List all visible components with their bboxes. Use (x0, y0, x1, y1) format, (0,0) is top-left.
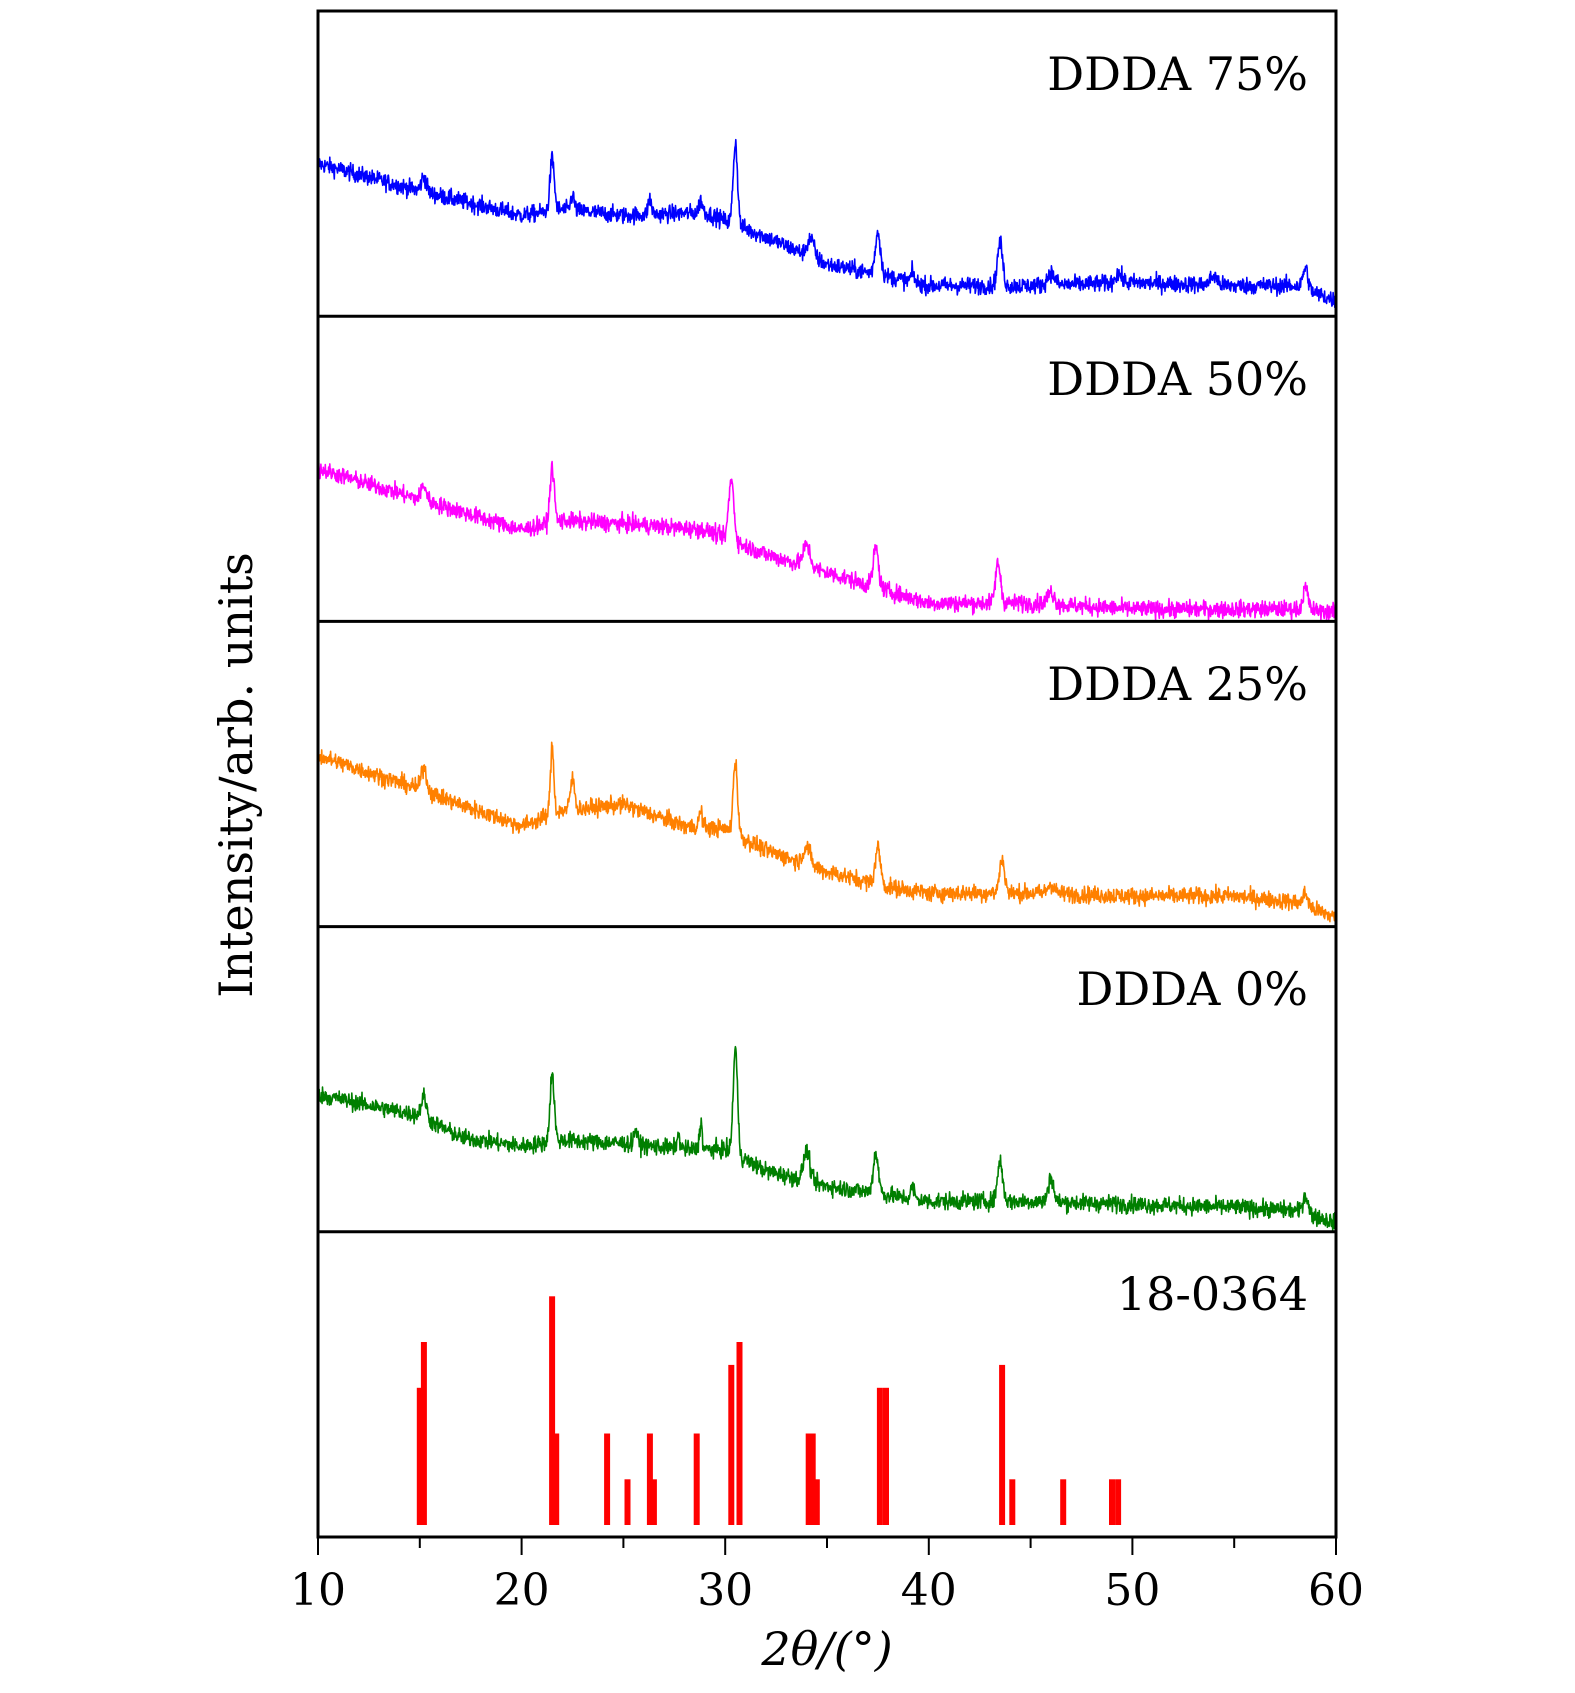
reference-bar (650, 1479, 657, 1525)
x-tick-label: 30 (697, 1565, 753, 1616)
reference-bar (1115, 1479, 1122, 1525)
trace-25-line (317, 741, 1337, 923)
reference-bar (728, 1364, 735, 1525)
trace-layer (317, 138, 1337, 1231)
trace-50-line (317, 460, 1337, 621)
x-tick-label: 60 (1308, 1565, 1364, 1616)
reference-bar (646, 1433, 653, 1525)
reference-bars (416, 1296, 1122, 1525)
reference-bar (813, 1479, 820, 1525)
panel-label-50: DDDA 50% (1047, 352, 1308, 406)
x-axis-label: 2θ/(°) (760, 1622, 892, 1676)
reference-label: 18-0364 (1117, 1267, 1308, 1321)
reference-bar (549, 1296, 556, 1525)
reference-bar (604, 1433, 611, 1525)
panel-labels: DDDA 75% DDDA 50% DDDA 25% DDDA 0% 18-03… (1047, 47, 1308, 1321)
reference-bar (876, 1387, 883, 1525)
trace-0-line (317, 1045, 1337, 1231)
panel-label-25: DDDA 25% (1047, 657, 1308, 711)
panel-label-75: DDDA 75% (1047, 47, 1308, 101)
reference-bar (553, 1433, 560, 1525)
reference-bar (416, 1387, 423, 1525)
reference-bar (693, 1433, 700, 1525)
reference-bar (805, 1433, 812, 1525)
x-tick-label: 10 (290, 1565, 346, 1616)
reference-bar (1109, 1479, 1115, 1525)
x-tick-label: 20 (494, 1565, 550, 1616)
reference-bar (624, 1479, 631, 1525)
reference-bar (736, 1342, 743, 1525)
panel-label-0: DDDA 0% (1077, 962, 1308, 1016)
reference-bar (809, 1433, 816, 1525)
reference-bar (999, 1364, 1006, 1525)
reference-bar (883, 1387, 889, 1525)
x-axis-ticks: 10 20 30 40 50 60 (290, 1537, 1364, 1616)
x-tick-label: 50 (1104, 1565, 1160, 1616)
reference-bar (420, 1342, 427, 1525)
reference-bar (1060, 1479, 1067, 1525)
y-axis-label: Intensity/arb. units (209, 552, 263, 998)
trace-75-line (317, 138, 1337, 309)
reference-bar (1009, 1479, 1016, 1525)
x-tick-label: 40 (901, 1565, 957, 1616)
